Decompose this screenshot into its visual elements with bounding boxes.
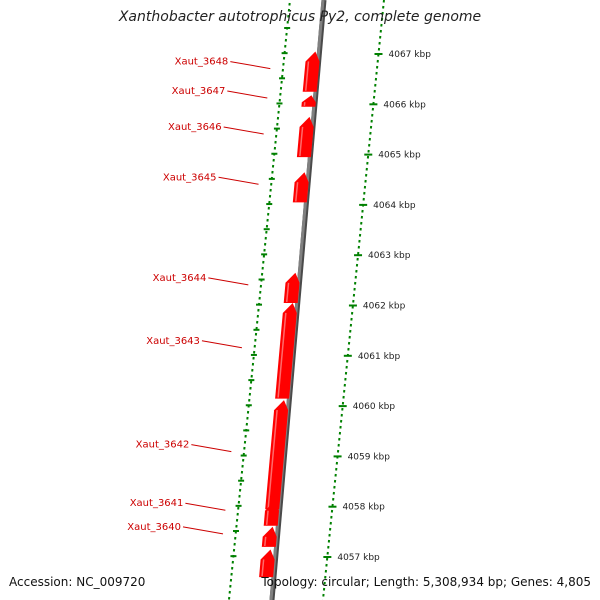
gene-label-Xaut_3645[interactable]: Xaut_3645	[163, 172, 217, 183]
tick-label-4059: 4059 kbp	[348, 452, 391, 462]
gene-leader-Xaut_3645	[218, 176, 259, 185]
gene-leader-Xaut_3642	[191, 444, 232, 453]
gene-leader-Xaut_3641	[185, 502, 226, 511]
gene-highlight	[285, 282, 290, 303]
gene-highlight	[277, 312, 287, 398]
tick-label-4063: 4063 kbp	[368, 251, 411, 261]
gene-arrow-Xaut_3645[interactable]	[292, 172, 309, 203]
gene-arrow-Xaut_3640[interactable]	[261, 526, 277, 547]
inner-tick-dots	[227, 2, 291, 600]
accession-text: Accession: NC_009720	[9, 575, 146, 589]
gene-highlight	[264, 536, 267, 547]
gene-highlight	[295, 182, 299, 202]
gene-label-Xaut_3648[interactable]: Xaut_3648	[175, 57, 229, 68]
gene-label-Xaut_3640[interactable]: Xaut_3640	[127, 522, 181, 533]
tick-label-4058: 4058 kbp	[342, 503, 385, 513]
gene-leader-Xaut_3647	[227, 90, 268, 99]
gene-highlight	[267, 409, 278, 509]
gene-highlight	[299, 126, 304, 157]
gene-label-Xaut_3641[interactable]: Xaut_3641	[130, 498, 184, 509]
gene-label-Xaut_3647[interactable]: Xaut_3647	[172, 86, 226, 97]
gene-label-Xaut_3643[interactable]: Xaut_3643	[146, 336, 200, 347]
tick-label-4064: 4064 kbp	[373, 201, 416, 211]
gene-arrow-Xaut_3648[interactable]	[302, 51, 320, 92]
gene-leader-Xaut_3646	[223, 126, 264, 135]
gene-highlight	[261, 559, 265, 577]
tick-label-4061: 4061 kbp	[358, 352, 401, 362]
tick-label-4066: 4066 kbp	[383, 100, 426, 110]
topology-text: Topology: circular; Length: 5,308,934 bp…	[261, 575, 591, 589]
gene-arrow[interactable]	[259, 549, 275, 578]
gene-label-Xaut_3646[interactable]: Xaut_3646	[168, 122, 222, 133]
genome-title: Xanthobacter autotrophicus Py2, complete…	[118, 9, 482, 25]
gene-label-Xaut_3642[interactable]: Xaut_3642	[136, 440, 190, 451]
gene-arrow-Xaut_3644[interactable]	[283, 272, 300, 303]
gene-leader-Xaut_3644	[208, 277, 249, 286]
gene-label-Xaut_3644[interactable]: Xaut_3644	[153, 273, 207, 284]
gene-arrow-Xaut_3646[interactable]	[296, 116, 314, 158]
tick-label-4065: 4065 kbp	[378, 151, 421, 161]
kbp-ticks: 4067 kbp 4066 kbp 4065 kbp 4064 kbp 4063 kbp…	[323, 50, 431, 563]
gene-labels: Xaut_3648 Xaut_3647 Xaut_3646 Xaut_3645 Xaut…	[127, 57, 271, 535]
gene-leader-Xaut_3643	[201, 340, 243, 349]
tick-label-4067: 4067 kbp	[389, 50, 432, 60]
tick-label-4057: 4057 kbp	[337, 553, 380, 563]
gene-track	[259, 51, 320, 578]
outer-tick-dots	[321, 0, 385, 600]
gene-highlight	[304, 61, 310, 91]
gene-highlight	[265, 510, 269, 525]
gene-leader-Xaut_3648	[230, 61, 271, 70]
tick-label-4060: 4060 kbp	[353, 402, 396, 412]
gene-leader-Xaut_3640	[182, 526, 224, 535]
tick-label-4062: 4062 kbp	[363, 302, 406, 312]
